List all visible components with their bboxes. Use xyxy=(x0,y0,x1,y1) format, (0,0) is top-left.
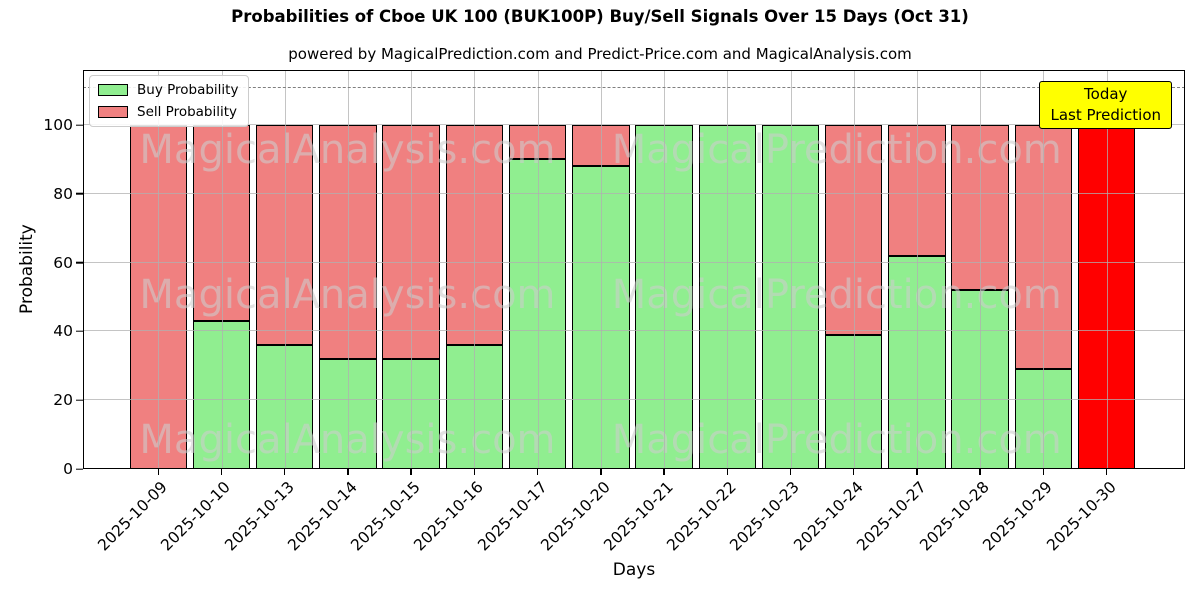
y-tick-label: 20 xyxy=(53,391,73,410)
x-tick-mark xyxy=(536,469,539,475)
h-gridline xyxy=(83,330,1185,332)
x-tick-mark xyxy=(220,469,223,475)
x-tick-mark xyxy=(916,469,918,475)
x-axis-label: Days xyxy=(612,560,656,580)
v-gridline xyxy=(1043,70,1045,469)
sell-bar-2025-10-14 xyxy=(319,125,377,359)
sell-bar-2025-10-29 xyxy=(1014,125,1073,370)
h-gridline xyxy=(83,124,1185,126)
v-gridline xyxy=(537,70,539,469)
y-tick-label: 100 xyxy=(43,116,73,135)
x-tick-mark xyxy=(979,469,981,475)
sell-bar-2025-10-24 xyxy=(824,125,883,335)
v-gridline xyxy=(790,70,792,469)
y-tick-label: 80 xyxy=(53,184,73,203)
chart-subtitle: powered by MagicalPrediction.com and Pre… xyxy=(288,45,912,63)
v-gridline xyxy=(158,70,160,469)
x-tick-mark xyxy=(1042,469,1045,475)
buy-bar-2025-10-21 xyxy=(635,125,693,469)
h-gridline xyxy=(83,261,1185,263)
buy-bar-2025-10-14 xyxy=(319,358,377,469)
plot-area: 2025-10-09 2025-10-10 2025-10-13 2025-10-14… xyxy=(43,70,1185,554)
buy-bar-2025-10-22 xyxy=(698,125,757,469)
x-tick-mark xyxy=(347,469,349,475)
x-tick-mark xyxy=(663,469,665,475)
y-tick-label: 40 xyxy=(53,322,73,341)
v-gridline xyxy=(916,70,918,469)
legend: Buy Probability Sell Probability xyxy=(89,75,250,127)
buy-bar-2025-10-17 xyxy=(508,159,567,469)
y-tick-mark xyxy=(76,124,83,126)
buy-bar-2025-10-24 xyxy=(824,334,883,469)
h-gridline xyxy=(83,192,1185,194)
x-tick-mark xyxy=(600,469,602,475)
v-gridline xyxy=(600,70,602,469)
x-tick-mark xyxy=(789,469,792,475)
h-gridline xyxy=(83,399,1185,401)
y-tick-mark xyxy=(76,193,83,195)
x-tick-mark xyxy=(1105,469,1108,475)
x-tick-mark xyxy=(853,469,855,475)
sell-bar-2025-10-17 xyxy=(508,125,567,160)
x-tick-mark xyxy=(284,469,286,475)
v-gridline xyxy=(221,70,223,469)
v-gridline xyxy=(474,70,476,469)
legend-sell-label: Sell Probability xyxy=(137,104,238,120)
v-gridline xyxy=(664,70,666,469)
y-tick-label: 0 xyxy=(63,460,73,478)
y-tick-mark xyxy=(76,468,83,470)
x-tick-mark xyxy=(726,469,728,475)
today-annotation: Today Last Prediction xyxy=(1039,81,1172,129)
sell-bar-2025-10-16 xyxy=(445,125,504,346)
annotation-line1: Today xyxy=(1084,85,1128,103)
sell-bar-2025-10-15 xyxy=(382,125,440,359)
y-axis-label: Probability xyxy=(17,224,37,315)
buy-bar-2025-10-15 xyxy=(382,358,440,469)
dashed-threshold-line xyxy=(83,87,1185,89)
v-gridline xyxy=(1106,70,1108,469)
buy-bar-2025-10-29 xyxy=(1014,369,1073,469)
v-gridline xyxy=(284,70,286,469)
v-gridline xyxy=(980,70,982,469)
v-gridline xyxy=(347,70,349,469)
v-gridline xyxy=(727,70,729,469)
y-tick-mark xyxy=(76,261,83,264)
x-tick-mark xyxy=(410,469,412,475)
sell-swatch xyxy=(98,106,128,118)
legend-buy-label: Buy Probability xyxy=(137,82,239,98)
buy-bar-2025-10-23 xyxy=(761,125,820,469)
x-tick-mark xyxy=(157,469,159,475)
v-gridline xyxy=(411,70,413,469)
annotation-line2: Last Prediction xyxy=(1050,106,1161,124)
chart-title: Probabilities of Cboe UK 100 (BUK100P) B… xyxy=(231,7,969,26)
y-tick-label: 60 xyxy=(53,253,73,272)
buy-swatch xyxy=(98,84,128,96)
y-tick-mark xyxy=(76,399,83,401)
x-tick-mark xyxy=(473,469,476,475)
legend-item-sell: Sell Probability xyxy=(98,104,238,120)
v-gridline xyxy=(853,70,855,469)
y-tick-mark xyxy=(76,330,83,333)
final-prediction-bar-2025-10-30 xyxy=(1077,125,1136,469)
legend-item-buy: Buy Probability xyxy=(98,82,238,98)
